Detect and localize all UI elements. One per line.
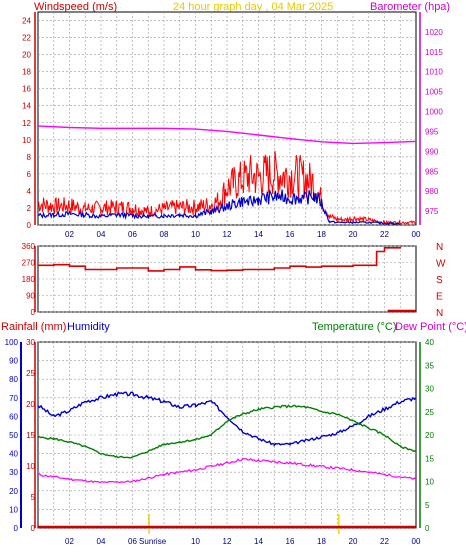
humidity-tick-label: 70 bbox=[9, 394, 18, 403]
temperature-tick-label: 40 bbox=[425, 338, 434, 347]
temperature-tick-label: 25 bbox=[425, 408, 434, 417]
windspeed-tick-label: 0 bbox=[27, 221, 32, 230]
humidity-line bbox=[37, 391, 417, 447]
dew-point-line bbox=[37, 457, 417, 484]
barometer-tick-label: 1000 bbox=[425, 108, 443, 117]
wind-average-line bbox=[37, 188, 401, 225]
direction-tick-label: 0 bbox=[31, 308, 36, 317]
temperature-x-tick-label: 16 bbox=[286, 537, 295, 546]
wind-x-tick-label: 22 bbox=[380, 230, 389, 239]
rainfall-axis-label: Rainfall (mm) bbox=[1, 321, 66, 333]
barometer-tick-label: 985 bbox=[425, 167, 439, 176]
windspeed-tick-label: 14 bbox=[22, 102, 31, 111]
wind-x-tick-label: 06 bbox=[128, 230, 137, 239]
windspeed-tick-label: 24 bbox=[22, 17, 31, 26]
humidity-tick-label: 100 bbox=[5, 338, 19, 347]
temperature-tick-label: 30 bbox=[425, 385, 434, 394]
barometer-tick-label: 1020 bbox=[425, 28, 443, 37]
humidity-tick-label: 10 bbox=[9, 505, 18, 514]
barometer-tick-label: 995 bbox=[425, 127, 439, 136]
temperature-x-tick-label: 14 bbox=[254, 537, 263, 546]
wind-direction-line bbox=[38, 246, 402, 272]
humidity-tick-label: 40 bbox=[9, 450, 18, 459]
windspeed-tick-label: 8 bbox=[27, 153, 32, 162]
temperature-tick-label: 20 bbox=[425, 431, 434, 440]
compass-label: S bbox=[436, 275, 443, 286]
barometer-line bbox=[37, 125, 417, 145]
humidity-tick-label: 30 bbox=[9, 468, 18, 477]
windspeed-tick-label: 12 bbox=[22, 119, 31, 128]
barometer-tick-label: 975 bbox=[425, 207, 439, 216]
wind-x-tick-label: 12 bbox=[223, 230, 232, 239]
humidity-tick-label: 20 bbox=[9, 487, 18, 496]
windspeed-tick-label: 10 bbox=[22, 136, 31, 145]
compass-label: E bbox=[436, 292, 443, 303]
wind-x-tick-label: 02 bbox=[65, 230, 74, 239]
temperature-x-tick-label: 02 bbox=[65, 537, 74, 546]
sunrise-label: Sunrise bbox=[139, 537, 167, 546]
humidity-tick-label: 60 bbox=[9, 412, 18, 421]
temperature-tick-label: 5 bbox=[425, 501, 430, 510]
windspeed-tick-label: 16 bbox=[22, 85, 31, 94]
windspeed-tick-label: 2 bbox=[27, 204, 32, 213]
wind-x-tick-label: 14 bbox=[254, 230, 263, 239]
rainfall-tick-label: 25 bbox=[26, 369, 35, 378]
graph-title: 24 hour graph day , 04 Mar 2025 bbox=[173, 1, 333, 13]
temperature-line bbox=[37, 404, 417, 459]
temperature-x-tick-label: 10 bbox=[191, 537, 200, 546]
direction-tick-label: 90 bbox=[26, 292, 35, 301]
humidity-tick-label: 50 bbox=[9, 431, 18, 440]
temperature-x-tick-label: 22 bbox=[380, 537, 389, 546]
humidity-axis-label: Humidity bbox=[67, 321, 110, 333]
windspeed-tick-label: 22 bbox=[22, 34, 31, 43]
barometer-tick-label: 1005 bbox=[425, 88, 443, 97]
rainfall-tick-label: 0 bbox=[31, 524, 36, 533]
temperature-x-tick-label: 18 bbox=[317, 537, 326, 546]
humidity-tick-label: 80 bbox=[9, 375, 18, 384]
humidity-tick-label: 0 bbox=[14, 524, 19, 533]
direction-tick-label: 360 bbox=[22, 242, 36, 251]
temperature-x-tick-label: 00 bbox=[412, 537, 421, 546]
wind-x-tick-label: 16 bbox=[286, 230, 295, 239]
temperature-x-tick-label: 06 bbox=[128, 537, 137, 546]
wind-x-tick-label: 18 bbox=[317, 230, 326, 239]
compass-label: N bbox=[436, 308, 443, 319]
windspeed-tick-label: 20 bbox=[22, 51, 31, 60]
compass-label: N bbox=[436, 242, 443, 253]
dew-point-axis-label: Dew Point (°C) bbox=[395, 321, 466, 333]
wind-x-tick-label: 08 bbox=[160, 230, 169, 239]
wind-x-tick-label: 20 bbox=[349, 230, 358, 239]
temperature-axis-label: Temperature (°C) bbox=[312, 321, 396, 333]
direction-tick-label: 180 bbox=[22, 275, 36, 284]
rainfall-tick-label: 30 bbox=[26, 338, 35, 347]
rainfall-tick-label: 10 bbox=[26, 462, 35, 471]
temperature-x-tick-label: 04 bbox=[97, 537, 106, 546]
temperature-tick-label: 35 bbox=[425, 361, 434, 370]
temperature-tick-label: 0 bbox=[425, 524, 430, 533]
temperature-x-tick-label: 12 bbox=[223, 537, 232, 546]
temperature-tick-label: 15 bbox=[425, 454, 434, 463]
windspeed-axis-label: Windspeed (m/s) bbox=[34, 1, 117, 13]
windspeed-tick-label: 6 bbox=[27, 170, 32, 179]
rainfall-tick-label: 15 bbox=[26, 431, 35, 440]
temperature-tick-label: 10 bbox=[425, 478, 434, 487]
humidity-tick-label: 90 bbox=[9, 357, 18, 366]
barometer-tick-label: 1015 bbox=[425, 48, 443, 57]
barometer-axis-label: Barometer (hpa) bbox=[370, 1, 450, 13]
wind-x-tick-label: 10 bbox=[191, 230, 200, 239]
direction-tick-label: 270 bbox=[22, 259, 36, 268]
windspeed-tick-label: 4 bbox=[27, 187, 32, 196]
rainfall-tick-label: 20 bbox=[26, 400, 35, 409]
wind-x-tick-label: 00 bbox=[412, 230, 421, 239]
rainfall-tick-label: 5 bbox=[31, 493, 36, 502]
compass-label: W bbox=[436, 259, 446, 270]
wind-x-tick-label: 04 bbox=[97, 230, 106, 239]
barometer-tick-label: 1010 bbox=[425, 68, 443, 77]
temperature-x-tick-label: 20 bbox=[349, 537, 358, 546]
windspeed-tick-label: 18 bbox=[22, 68, 31, 77]
barometer-tick-label: 990 bbox=[425, 147, 439, 156]
barometer-tick-label: 980 bbox=[425, 187, 439, 196]
